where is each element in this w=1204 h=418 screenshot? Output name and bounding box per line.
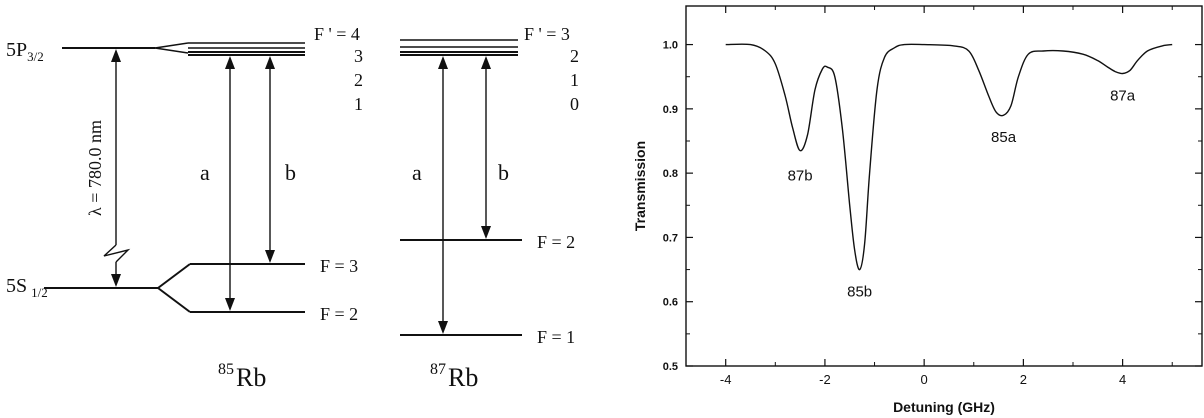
- rb85-5p-fan-upper: [154, 42, 189, 49]
- peak-label: 87b: [788, 168, 813, 185]
- peak-label: 85a: [991, 129, 1017, 146]
- transmission-chart: -4 -2 0 2 4 0.5 0.6 0.7 0.8 0.9 1.0 87b 85b 85a 87a D…: [632, 5, 1203, 415]
- x-tick-label: 4: [1119, 372, 1126, 387]
- rb87-transition-a-label: a: [412, 160, 422, 185]
- chart-x-axis-label: Detuning (GHz): [893, 399, 995, 415]
- rb85-ground-label-f3: F = 3: [320, 256, 358, 276]
- chart-plot-frame: [685, 5, 1203, 367]
- rb87-excited-label-f2: 2: [570, 46, 579, 66]
- rb85-wavelength-label: λ = 780.0 nm: [85, 120, 105, 216]
- rb85-excited-label-f4: F ' = 4: [314, 24, 360, 44]
- x-tick-label: 2: [1020, 372, 1027, 387]
- y-tick-label: 0.6: [663, 297, 678, 309]
- rb87-excited-label-f0: 0: [570, 94, 579, 114]
- rb85-5s-fan-upper: [157, 263, 191, 289]
- x-tick-label: -2: [819, 372, 831, 387]
- y-tick-label: 0.8: [663, 168, 678, 180]
- chart-y-axis-label: Transmission: [632, 141, 648, 231]
- chart-annotations: 87b 85b 85a 87a: [788, 87, 1136, 300]
- rb85-ground-state-label: 5S 1/2: [6, 275, 48, 300]
- chart-axes-ticks: -4 -2 0 2 4 0.5 0.6 0.7 0.8 0.9 1.0: [663, 6, 1202, 387]
- rb87-diagram: F ' = 3 2 1 0 F = 2 F = 1 a b 87Rb: [400, 24, 579, 392]
- rb85-excited-label-f2: 2: [354, 70, 363, 90]
- y-tick-label: 0.9: [663, 104, 678, 116]
- rb87-ground-label-f2: F = 2: [537, 232, 575, 252]
- rb85-transition-b-label: b: [285, 160, 296, 185]
- rb85-excited-state-label: 5P3/2: [6, 39, 44, 64]
- rb85-excited-label-f1: 1: [354, 94, 363, 114]
- rb87-transition-a-arrow: [438, 56, 448, 334]
- rb85-isotope-label: 85Rb: [218, 361, 266, 392]
- rb87-excited-label-f1: 1: [570, 70, 579, 90]
- peak-label: 85b: [847, 283, 872, 300]
- rb85-5s-fan-lower: [157, 287, 191, 313]
- rb85-transition-a-arrow: [225, 56, 235, 311]
- rb87-ground-label-f1: F = 1: [537, 327, 575, 347]
- y-tick-label: 0.5: [663, 361, 678, 373]
- rb85-wavelength-arrow: [103, 49, 131, 287]
- peak-label: 87a: [1110, 87, 1136, 104]
- rb85-5p-fan-lower: [154, 47, 189, 54]
- rb85-transition-a-label: a: [200, 160, 210, 185]
- rb87-transition-b-arrow: [481, 56, 491, 239]
- rb85-excited-label-f3: 3: [354, 46, 363, 66]
- rb87-excited-label-f3: F ' = 3: [524, 24, 570, 44]
- rb87-isotope-label: 87Rb: [430, 361, 478, 392]
- x-tick-label: 0: [921, 372, 928, 387]
- y-tick-label: 1.0: [663, 40, 678, 52]
- x-tick-label: -4: [720, 372, 732, 387]
- rb85-ground-label-f2: F = 2: [320, 304, 358, 324]
- transmission-curve: [725, 43, 1173, 271]
- rb87-transition-b-label: b: [498, 160, 509, 185]
- rb85-diagram: 5P3/2 5S 1/2 F ' = 4 3 2 1 F = 3 F = 2: [6, 24, 363, 392]
- rb85-transition-b-arrow: [265, 56, 275, 263]
- y-tick-label: 0.7: [663, 232, 678, 244]
